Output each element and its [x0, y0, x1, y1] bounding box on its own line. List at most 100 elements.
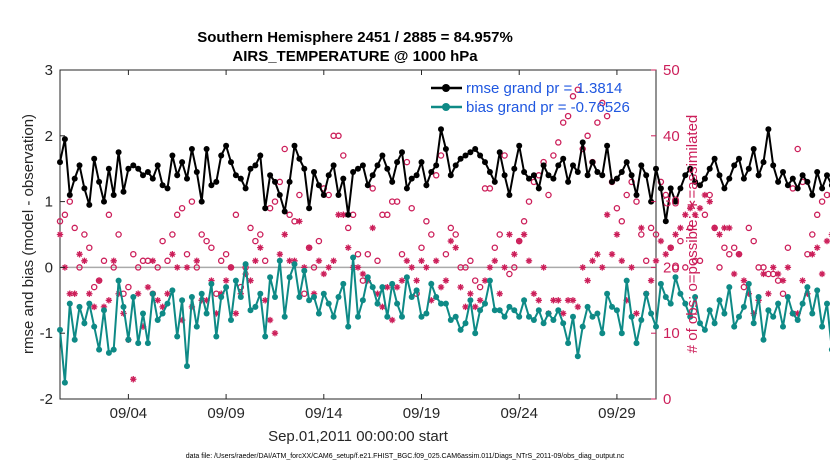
bias-point [320, 290, 327, 297]
obs-possible-point [398, 250, 406, 258]
y-right-tick-label: 20 [663, 259, 680, 276]
obs-assimilated-point [804, 290, 811, 297]
obs-possible-point [188, 198, 196, 205]
obs-assimilated-point [564, 297, 572, 304]
rmse-point [413, 172, 420, 179]
bias-point [535, 307, 542, 314]
obs-assimilated-point [379, 303, 386, 311]
y-axis-label-right: # of obs: o=possible; ∗=assimilated [684, 115, 701, 354]
rmse-point [267, 172, 274, 179]
obs-possible-point [584, 132, 591, 140]
rmse-point [179, 159, 186, 166]
obs-assimilated-point [608, 251, 616, 258]
rmse-point [433, 162, 440, 169]
bias-point [438, 300, 444, 307]
bias-point [570, 313, 576, 320]
obs-assimilated-point [432, 257, 440, 265]
obs-possible-point [813, 211, 821, 219]
obs-possible-point [721, 244, 728, 251]
obs-assimilated-point [305, 244, 313, 251]
rmse-point [565, 178, 572, 185]
bias-point [115, 277, 122, 284]
rmse-point [560, 155, 567, 162]
bias-point [701, 326, 708, 333]
obs-assimilated-point [667, 244, 674, 251]
obs-possible-point [257, 231, 264, 238]
bias-point [91, 323, 98, 330]
bias-point [418, 313, 425, 320]
obs-possible-point [349, 211, 357, 219]
rmse-point [736, 155, 742, 162]
y-right-tick-label: 40 [663, 128, 680, 145]
bias-point [462, 320, 469, 327]
rmse-point [570, 162, 576, 169]
bias-point [232, 277, 239, 284]
obs-possible-point [296, 191, 303, 199]
rmse-point [86, 201, 93, 208]
bias-point [345, 323, 352, 330]
rmse-point [355, 165, 361, 172]
bias-point [442, 300, 449, 307]
rmse-point [66, 192, 73, 198]
rmse-point [389, 178, 396, 185]
obs-possible-point [393, 198, 401, 205]
rmse-point [184, 175, 190, 182]
bias-point [638, 317, 645, 323]
obs-assimilated-point [559, 310, 567, 317]
bias-point [335, 294, 342, 300]
bias-point [154, 317, 161, 323]
obs-possible-point [828, 192, 830, 198]
obs-possible-point [677, 237, 684, 245]
obs-possible-point [86, 244, 93, 251]
obs-possible-point [247, 224, 254, 232]
rmse-point [96, 178, 103, 185]
obs-assimilated-point [589, 257, 596, 265]
obs-possible-point [564, 112, 572, 120]
obs-possible-point [193, 264, 201, 271]
x-tick-label: 09/24 [500, 405, 538, 422]
rmse-point [364, 182, 371, 189]
bias-point [286, 274, 293, 281]
rmse-point [369, 172, 376, 179]
obs-possible-point [784, 244, 792, 251]
obs-possible-point [408, 204, 415, 212]
obs-possible-point [423, 218, 430, 225]
bias-point [482, 300, 488, 307]
bias-point [643, 290, 650, 297]
bias-point [257, 290, 264, 297]
obs-assimilated-point [647, 277, 655, 284]
rmse-point [408, 175, 415, 182]
obs-assimilated-point [325, 264, 332, 271]
bias-point [57, 326, 63, 333]
bias-point [472, 330, 479, 337]
bias-point [144, 340, 151, 347]
obs-assimilated-point [452, 244, 459, 251]
bias-point [496, 307, 503, 314]
bias-point [272, 294, 278, 300]
bias-point [477, 307, 484, 314]
obs-possible-point [428, 231, 435, 238]
rmse-point [775, 178, 782, 185]
rmse-point [516, 142, 523, 149]
obs-possible-point [638, 231, 645, 238]
rmse-point [228, 159, 234, 166]
obs-possible-point [115, 231, 122, 238]
bias-point [237, 294, 244, 300]
obs-assimilated-point [359, 270, 367, 278]
obs-assimilated-point [603, 211, 611, 218]
rmse-point [193, 169, 200, 175]
bias-point [526, 313, 532, 320]
bias-point [340, 280, 347, 287]
bias-point [794, 317, 801, 323]
rmse-point [394, 159, 401, 166]
rmse-point [374, 162, 381, 169]
bias-point [306, 297, 313, 304]
obs-possible-point [525, 198, 533, 205]
bias-point [203, 310, 210, 317]
obs-assimilated-point [779, 277, 787, 284]
obs-assimilated-point [496, 290, 503, 297]
bias-point [775, 300, 782, 307]
rmse-point [545, 172, 552, 179]
obs-possible-point [809, 231, 816, 238]
obs-assimilated-point [618, 257, 626, 265]
